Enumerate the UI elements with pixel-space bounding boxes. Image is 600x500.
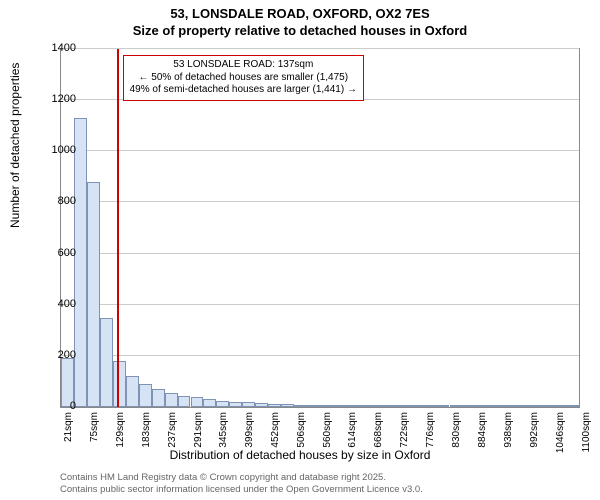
x-tick-label: 399sqm bbox=[244, 412, 255, 448]
y-tick-label: 400 bbox=[36, 298, 76, 310]
gridline bbox=[61, 253, 579, 254]
chart-container: 53, LONSDALE ROAD, OXFORD, OX2 7ES Size … bbox=[0, 0, 600, 500]
x-tick-label: 183sqm bbox=[141, 412, 152, 448]
y-tick-label: 200 bbox=[36, 349, 76, 361]
x-tick-label: 291sqm bbox=[193, 412, 204, 448]
histogram-bar bbox=[87, 182, 100, 407]
x-tick-label: 237sqm bbox=[167, 412, 178, 448]
x-tick-label: 884sqm bbox=[477, 412, 488, 448]
reference-line bbox=[117, 49, 119, 407]
histogram-bar bbox=[255, 403, 268, 407]
y-tick-label: 1400 bbox=[36, 42, 76, 54]
histogram-bar bbox=[372, 405, 385, 407]
histogram-bar bbox=[165, 393, 178, 407]
y-axis-label: Number of detached properties bbox=[8, 63, 22, 228]
histogram-bar bbox=[126, 376, 139, 407]
annotation-line-3: 49% of semi-detached houses are larger (… bbox=[130, 84, 357, 97]
histogram-bar bbox=[229, 402, 242, 407]
histogram-bar bbox=[385, 405, 398, 407]
histogram-bar bbox=[139, 384, 152, 407]
footer-attribution: Contains HM Land Registry data © Crown c… bbox=[60, 472, 423, 496]
gridline bbox=[61, 150, 579, 151]
x-tick-label: 452sqm bbox=[270, 412, 281, 448]
annotation-box: 53 LONSDALE ROAD: 137sqm← 50% of detache… bbox=[123, 55, 364, 101]
histogram-bar bbox=[514, 405, 527, 407]
histogram-bar bbox=[411, 405, 424, 407]
x-tick-label: 506sqm bbox=[296, 412, 307, 448]
chart-title: 53, LONSDALE ROAD, OXFORD, OX2 7ES Size … bbox=[0, 0, 600, 40]
histogram-bar bbox=[294, 405, 307, 407]
y-tick-label: 1000 bbox=[36, 144, 76, 156]
histogram-bar bbox=[566, 405, 579, 407]
plot-wrap: 53 LONSDALE ROAD: 137sqm← 50% of detache… bbox=[60, 48, 580, 408]
histogram-bar bbox=[359, 405, 372, 407]
histogram-bar bbox=[488, 405, 501, 407]
gridline bbox=[61, 48, 579, 49]
histogram-bar bbox=[501, 405, 514, 407]
histogram-bar bbox=[320, 405, 333, 407]
x-tick-label: 1046sqm bbox=[555, 412, 566, 453]
histogram-bar bbox=[462, 405, 475, 407]
histogram-bar bbox=[424, 405, 437, 407]
histogram-bar bbox=[242, 402, 255, 407]
x-axis-label: Distribution of detached houses by size … bbox=[0, 448, 600, 462]
histogram-bar bbox=[540, 405, 553, 407]
histogram-bar bbox=[178, 396, 191, 408]
plot-area: 53 LONSDALE ROAD: 137sqm← 50% of detache… bbox=[60, 48, 580, 408]
histogram-bar bbox=[527, 405, 540, 407]
histogram-bar bbox=[553, 405, 566, 407]
histogram-bar bbox=[346, 405, 359, 407]
histogram-bar bbox=[475, 405, 488, 407]
x-tick-label: 722sqm bbox=[399, 412, 410, 448]
x-tick-label: 345sqm bbox=[218, 412, 229, 448]
annotation-line-2: ← 50% of detached houses are smaller (1,… bbox=[130, 72, 357, 85]
x-tick-label: 21sqm bbox=[63, 412, 74, 442]
x-tick-label: 992sqm bbox=[529, 412, 540, 448]
y-tick-label: 800 bbox=[36, 195, 76, 207]
histogram-bar bbox=[113, 361, 126, 407]
footer-line-1: Contains HM Land Registry data © Crown c… bbox=[60, 472, 423, 484]
x-tick-label: 830sqm bbox=[451, 412, 462, 448]
y-tick-label: 600 bbox=[36, 247, 76, 259]
y-tick-label: 0 bbox=[36, 400, 76, 412]
x-tick-label: 560sqm bbox=[322, 412, 333, 448]
title-line-2: Size of property relative to detached ho… bbox=[0, 23, 600, 40]
histogram-bar bbox=[268, 404, 281, 407]
x-tick-label: 1100sqm bbox=[581, 412, 592, 452]
histogram-bar bbox=[307, 405, 320, 407]
title-line-1: 53, LONSDALE ROAD, OXFORD, OX2 7ES bbox=[0, 6, 600, 23]
x-tick-label: 668sqm bbox=[373, 412, 384, 448]
histogram-bar bbox=[333, 405, 346, 407]
histogram-bar bbox=[450, 405, 463, 407]
gridline bbox=[61, 201, 579, 202]
histogram-bar bbox=[191, 397, 204, 407]
histogram-bar bbox=[216, 401, 229, 407]
histogram-bar bbox=[74, 118, 87, 407]
x-tick-label: 75sqm bbox=[89, 412, 100, 442]
x-tick-label: 614sqm bbox=[347, 412, 358, 448]
x-tick-label: 776sqm bbox=[425, 412, 436, 448]
x-tick-label: 129sqm bbox=[115, 412, 126, 448]
x-tick-label: 938sqm bbox=[503, 412, 514, 448]
histogram-bar bbox=[203, 399, 216, 407]
gridline bbox=[61, 355, 579, 356]
histogram-bar bbox=[152, 389, 165, 407]
gridline bbox=[61, 304, 579, 305]
histogram-bar bbox=[281, 404, 294, 407]
footer-line-2: Contains public sector information licen… bbox=[60, 484, 423, 496]
annotation-line-1: 53 LONSDALE ROAD: 137sqm bbox=[130, 59, 357, 72]
histogram-bar bbox=[398, 405, 411, 407]
histogram-bar bbox=[437, 405, 450, 407]
histogram-bar bbox=[100, 318, 113, 408]
y-tick-label: 1200 bbox=[36, 93, 76, 105]
